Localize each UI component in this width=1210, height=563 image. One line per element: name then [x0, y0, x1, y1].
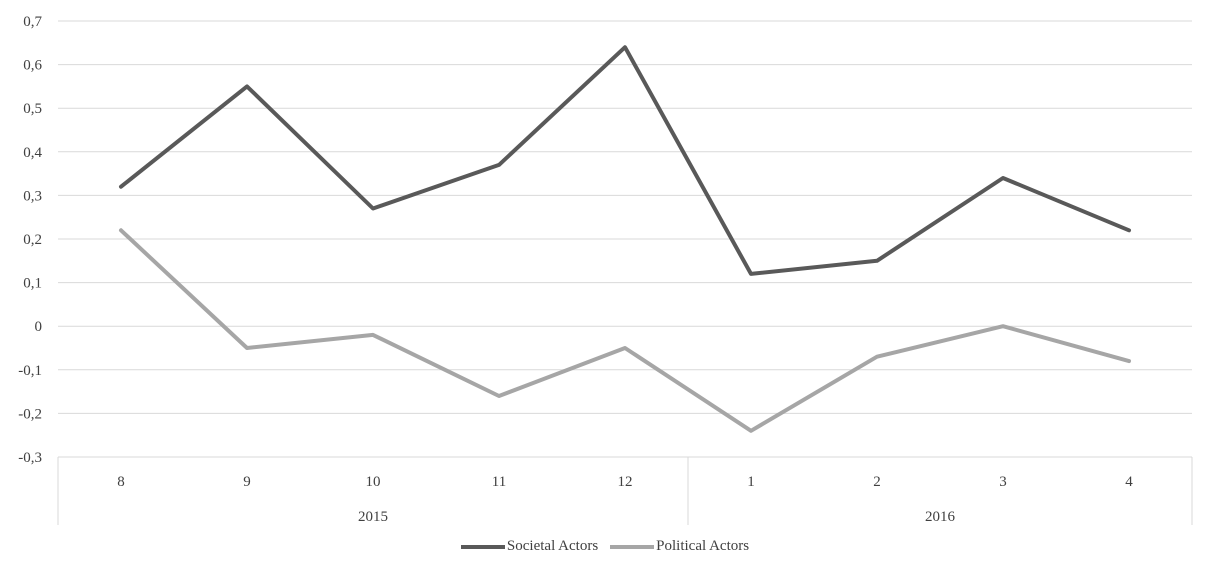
series-lines: [119, 45, 1131, 433]
x-tick-label: 2: [873, 474, 881, 490]
x-tick-label: 9: [243, 474, 251, 490]
x-group-label: 2015: [358, 509, 388, 525]
x-group-label: 2016: [925, 509, 956, 525]
y-tick-label: -0,1: [18, 363, 42, 379]
x-tick-label: 4: [1125, 474, 1133, 490]
legend-swatch: [460, 544, 505, 549]
legend-swatch: [610, 544, 655, 549]
y-tick-label: 0,1: [23, 276, 42, 292]
legend-item-societal: Societal Actors: [460, 538, 599, 555]
y-tick-label: 0,6: [23, 58, 42, 74]
series-line-societal-actors: [119, 45, 1131, 276]
gridlines: [58, 20, 1192, 458]
x-tick-label: 10: [366, 474, 381, 490]
y-tick-label: -0,2: [18, 406, 42, 422]
x-tick-label: 8: [117, 474, 125, 490]
y-tick-label: 0,4: [23, 145, 42, 161]
y-tick-label: 0,3: [23, 188, 42, 204]
x-tick-label: 1: [747, 474, 755, 490]
x-tick-label: 11: [492, 474, 506, 490]
y-tick-label: -0,3: [18, 450, 42, 466]
series-line-political-actors: [119, 228, 1131, 433]
x-tick-label: 3: [999, 474, 1007, 490]
legend: Societal Actors Political Actors: [0, 538, 1210, 555]
legend-item-political: Political Actors: [610, 538, 749, 555]
legend-label: Political Actors: [656, 538, 750, 554]
legend-label: Societal Actors: [506, 538, 599, 554]
y-tick-label: 0,2: [23, 232, 42, 248]
y-axis: 0,7 0,6 0,5 0,4 0,3 0,2 0,1 0 -0,1 -0,2 -0,3: [18, 14, 42, 466]
y-tick-label: 0: [35, 319, 43, 335]
y-tick-label: 0,7: [23, 14, 42, 30]
x-tick-label: 12: [618, 474, 633, 490]
y-tick-label: 0,5: [23, 101, 42, 117]
